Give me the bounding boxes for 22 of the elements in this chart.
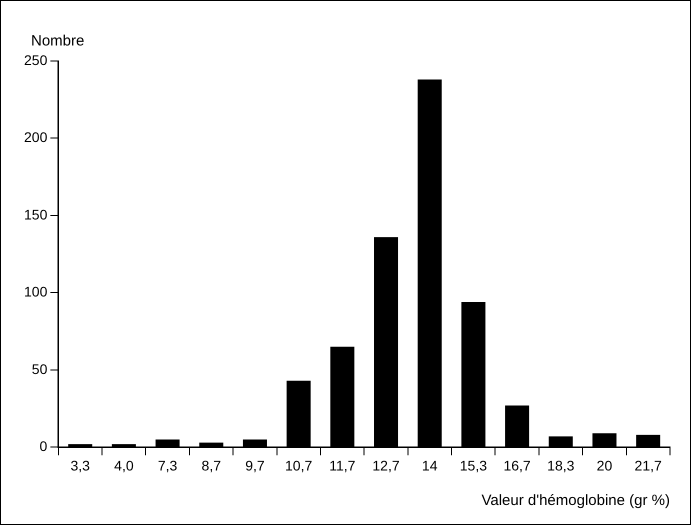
x-axis-title: Valeur d'hémoglobine (gr %) — [481, 492, 670, 510]
x-tick-label: 16,7 — [503, 457, 531, 474]
x-tick-label: 11,7 — [329, 457, 356, 474]
x-tick-label: 3,3 — [70, 457, 90, 474]
x-tick-label: 10,7 — [285, 457, 312, 474]
x-tick-label: 14 — [422, 457, 438, 474]
y-tick-label: 150 — [24, 206, 48, 222]
x-tick-label: 21,7 — [634, 457, 662, 474]
x-tick-label: 4,0 — [114, 457, 134, 474]
y-tick-label: 50 — [32, 360, 48, 377]
x-tick-label: 8,7 — [202, 457, 222, 474]
y-tick-label: 200 — [24, 129, 48, 146]
y-tick-label: 100 — [24, 284, 48, 300]
y-axis-title: Nombre — [31, 32, 84, 50]
x-tick-label: 9,7 — [245, 457, 265, 474]
y-tick-label: 250 — [24, 52, 48, 68]
y-tick-label: 0 — [40, 438, 48, 454]
x-tick-label: 15,3 — [460, 457, 488, 474]
x-tick-label: 18,3 — [547, 457, 575, 474]
x-tick-label: 20 — [596, 457, 612, 474]
x-tick-label: 7,3 — [158, 457, 178, 474]
x-tick-label: 12,7 — [372, 457, 400, 474]
